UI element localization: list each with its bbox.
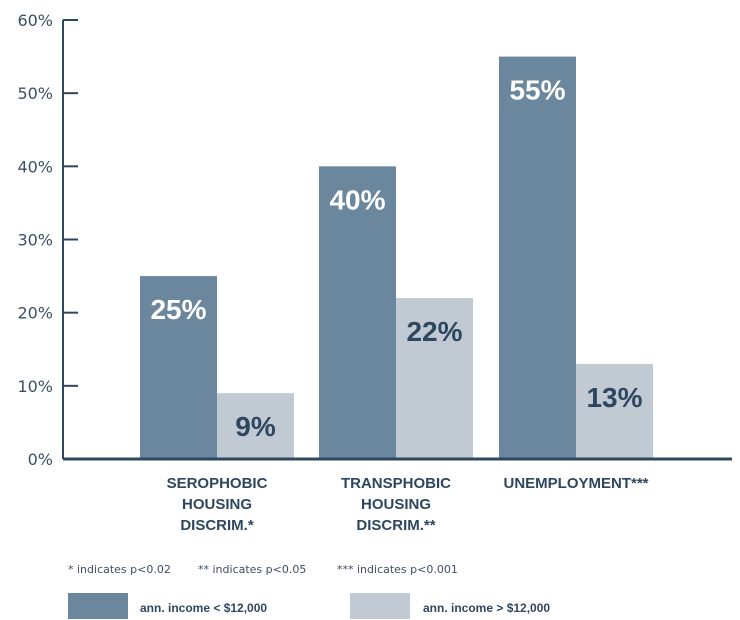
y-tick-label: 10% — [17, 377, 53, 396]
footnote-p002: * indicates p<0.02 — [68, 563, 171, 576]
data-label: 9% — [235, 411, 276, 442]
legend-swatch-high-income — [350, 593, 410, 619]
y-tick-label: 20% — [17, 304, 53, 323]
category-label: HOUSING — [361, 496, 431, 513]
y-tick-label: 40% — [17, 157, 53, 176]
bar-low-income — [499, 56, 576, 459]
footnote-p005: ** indicates p<0.05 — [198, 563, 307, 576]
y-tick-label: 30% — [17, 231, 53, 250]
y-tick-label: 60% — [17, 11, 53, 30]
bar-high-income — [396, 298, 473, 459]
bar-chart: 0% 10% 20% 30% 40% 50% 60% 25% 40% 55% 9% 22% 13% SER… — [17, 11, 732, 534]
category-label: DISCRIM.** — [356, 517, 435, 534]
bar-high-income — [576, 363, 653, 459]
data-label: 13% — [586, 382, 642, 413]
category-label: TRANSPHOBIC — [341, 475, 451, 492]
data-label: 55% — [509, 75, 565, 106]
category-label: SEROPHOBIC — [167, 475, 268, 492]
bar-low-income — [140, 276, 217, 459]
category-label: UNEMPLOYMENT*** — [503, 475, 648, 492]
y-tick-label: 0% — [28, 450, 53, 469]
footnote-p0001: *** indicates p<0.001 — [337, 563, 458, 576]
category-label: DISCRIM.* — [180, 517, 254, 534]
legend-label-low-income: ann. income < $12,000 — [140, 601, 268, 615]
bar-high-income — [217, 393, 294, 459]
category-label: HOUSING — [182, 496, 252, 513]
data-label: 22% — [406, 316, 462, 347]
data-label: 25% — [150, 294, 206, 325]
data-label: 40% — [329, 184, 385, 215]
legend-swatch-low-income — [68, 593, 128, 619]
bar-low-income — [319, 166, 396, 460]
y-tick-label: 50% — [17, 84, 53, 103]
legend-label-high-income: ann. income > $12,000 — [423, 601, 551, 615]
